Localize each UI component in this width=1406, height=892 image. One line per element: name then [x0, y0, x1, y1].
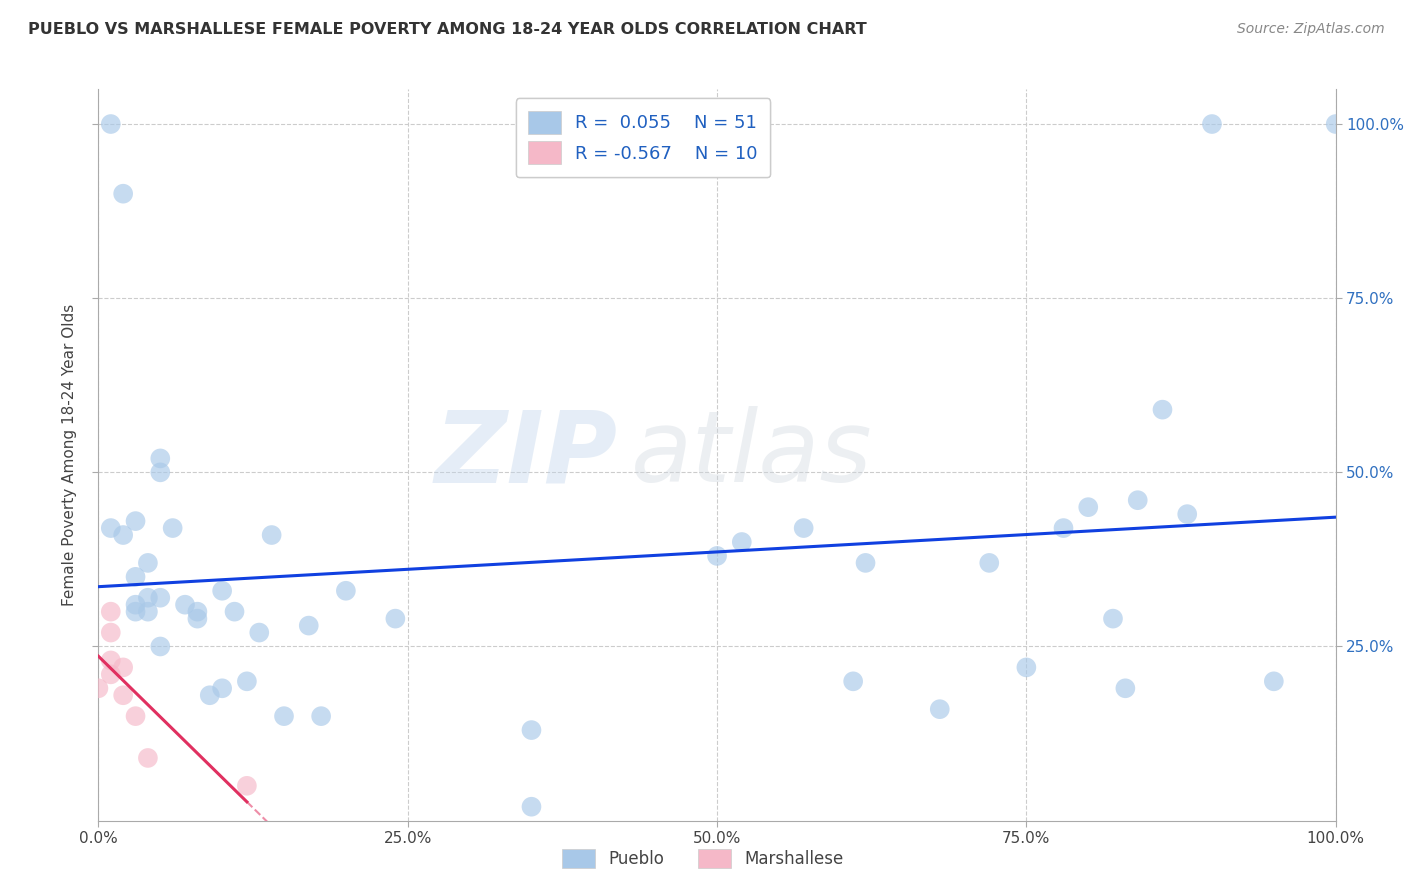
Point: [793, 521, 815, 535]
Point: [186, 605, 208, 619]
Point: [1052, 521, 1074, 535]
Point: [731, 535, 754, 549]
Point: [112, 186, 135, 201]
Point: [211, 681, 233, 696]
Point: [520, 723, 543, 737]
Point: [112, 528, 135, 542]
Point: [1152, 402, 1174, 417]
Point: [855, 556, 877, 570]
Legend: R =  0.055    N = 51, R = -0.567    N = 10: R = 0.055 N = 51, R = -0.567 N = 10: [516, 98, 770, 178]
Point: [211, 583, 233, 598]
Point: [100, 605, 122, 619]
Point: [309, 709, 332, 723]
Point: [100, 625, 122, 640]
Point: [1015, 660, 1038, 674]
Point: [124, 570, 146, 584]
Point: [520, 799, 543, 814]
Point: [124, 605, 146, 619]
Legend: Pueblo, Marshallese: Pueblo, Marshallese: [555, 842, 851, 875]
Point: [298, 618, 321, 632]
Point: [149, 640, 172, 654]
Point: [112, 688, 135, 702]
Text: Source: ZipAtlas.com: Source: ZipAtlas.com: [1237, 22, 1385, 37]
Point: [1201, 117, 1223, 131]
Point: [706, 549, 728, 563]
Point: [186, 612, 208, 626]
Point: [162, 521, 184, 535]
Point: [124, 709, 146, 723]
Point: [1114, 681, 1136, 696]
Point: [1126, 493, 1149, 508]
Point: [247, 625, 270, 640]
Point: [87, 681, 110, 696]
Point: [224, 605, 246, 619]
Point: [100, 521, 122, 535]
Point: [136, 605, 159, 619]
Point: [1077, 500, 1099, 515]
Point: [198, 688, 221, 702]
Point: [124, 598, 146, 612]
Point: [260, 528, 283, 542]
Point: [136, 556, 159, 570]
Point: [273, 709, 295, 723]
Point: [136, 591, 159, 605]
Point: [1263, 674, 1285, 689]
Point: [384, 612, 406, 626]
Point: [149, 466, 172, 480]
Point: [928, 702, 950, 716]
Point: [335, 583, 357, 598]
Point: [1175, 507, 1198, 521]
Text: ZIP: ZIP: [434, 407, 619, 503]
Point: [236, 779, 259, 793]
Point: [979, 556, 1001, 570]
Text: atlas: atlas: [630, 407, 872, 503]
Point: [842, 674, 865, 689]
Point: [136, 751, 159, 765]
Point: [124, 514, 146, 528]
Point: [149, 591, 172, 605]
Text: PUEBLO VS MARSHALLESE FEMALE POVERTY AMONG 18-24 YEAR OLDS CORRELATION CHART: PUEBLO VS MARSHALLESE FEMALE POVERTY AMO…: [28, 22, 868, 37]
Point: [100, 117, 122, 131]
Point: [1102, 612, 1125, 626]
Point: [1324, 117, 1347, 131]
Point: [100, 653, 122, 667]
Point: [100, 667, 122, 681]
Point: [112, 660, 135, 674]
Point: [174, 598, 197, 612]
Y-axis label: Female Poverty Among 18-24 Year Olds: Female Poverty Among 18-24 Year Olds: [62, 304, 77, 606]
Point: [236, 674, 259, 689]
Point: [149, 451, 172, 466]
